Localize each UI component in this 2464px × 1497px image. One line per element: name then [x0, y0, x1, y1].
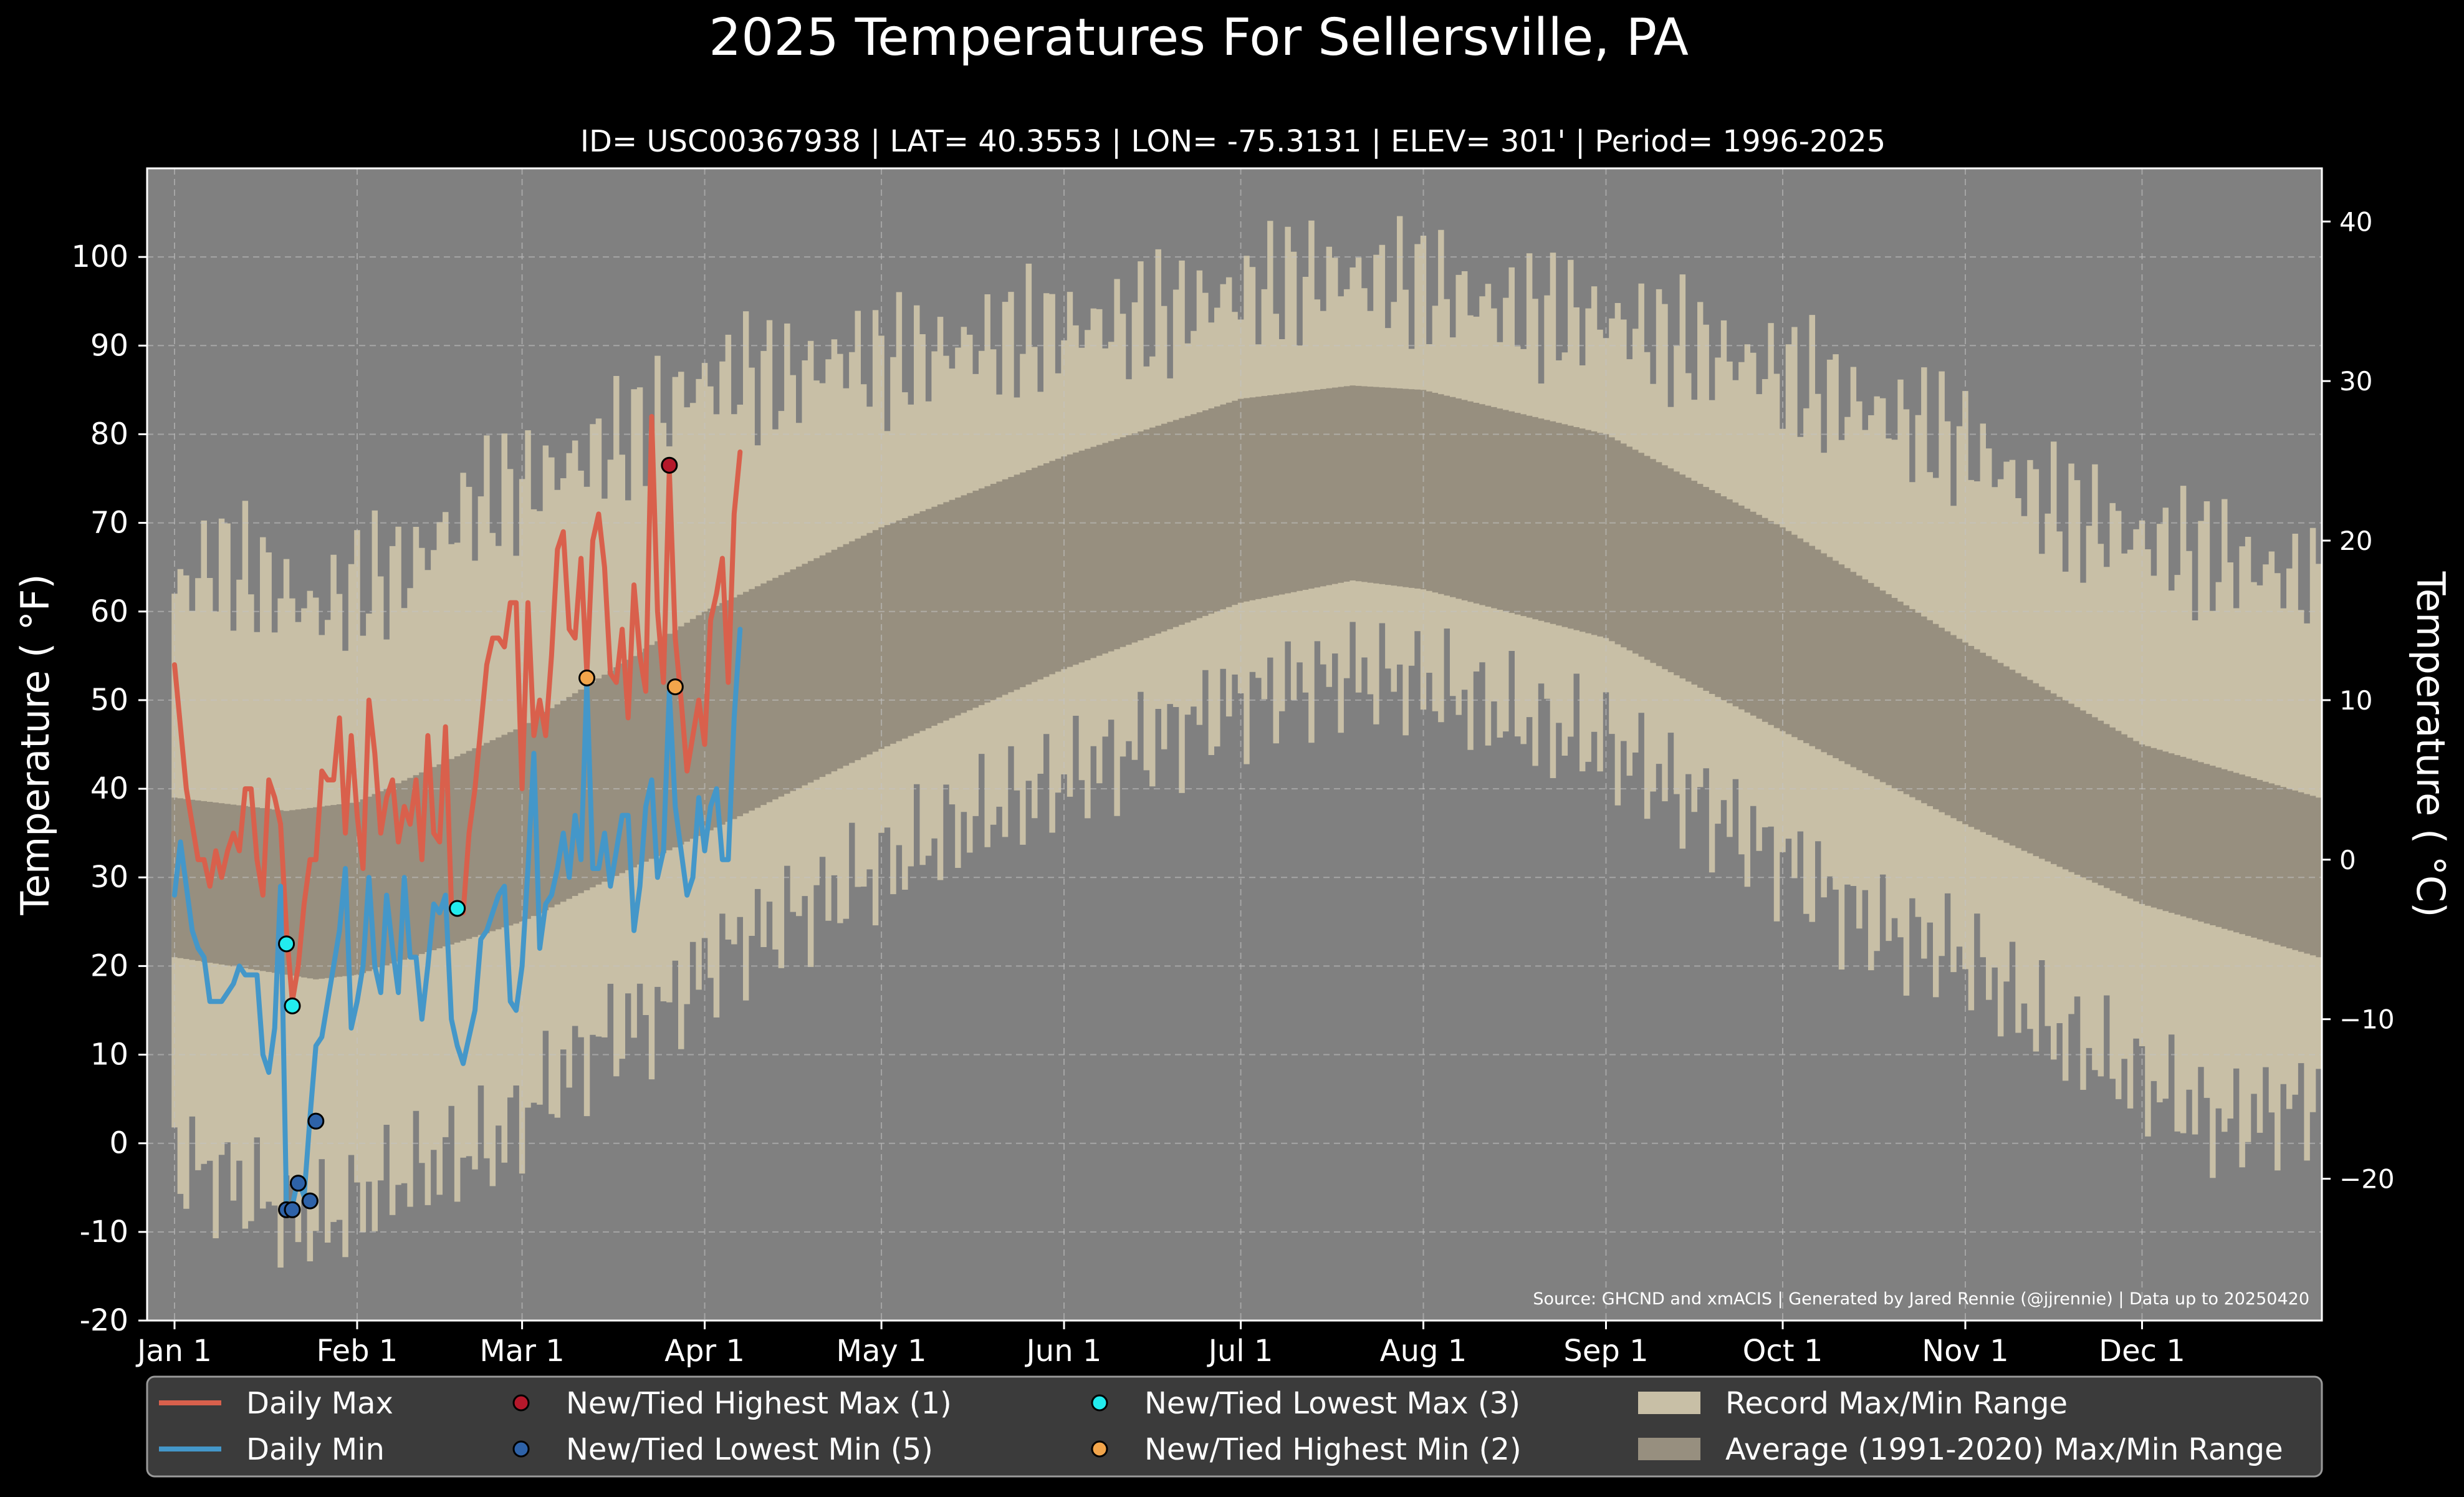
legend-label: Average (1991-2020) Max/Min Range — [1725, 1432, 2283, 1467]
y-tick-label: -10 — [80, 1215, 128, 1249]
marker-lowest-max — [278, 935, 295, 953]
legend-item: Record Max/Min Range — [1638, 1386, 2068, 1421]
y-tick-label: 20 — [90, 948, 128, 983]
average-range-band — [171, 385, 2322, 980]
y-tick-label-right: 40 — [2339, 206, 2372, 237]
x-tick-label: Jun 1 — [1025, 1334, 1102, 1369]
x-tick-label: Feb 1 — [317, 1334, 398, 1369]
y-tick-label: 40 — [90, 771, 128, 806]
y-axis-label-right: Temperature ( °C) — [2408, 571, 2453, 918]
marker-highest-min — [578, 669, 596, 686]
y-tick-label: 70 — [90, 506, 128, 541]
plot-frame — [146, 167, 2323, 1322]
x-tick-label: Sep 1 — [1563, 1334, 1648, 1369]
x-tick-label: Jul 1 — [1207, 1334, 1273, 1369]
source-note: Source: GHCND and xmACIS | Generated by … — [1533, 1289, 2309, 1309]
y-axis-right: −20 −10 0 10 20 30 40 — [2322, 206, 2395, 1195]
marker-highest-max — [661, 456, 678, 474]
x-tick-label: Oct 1 — [1743, 1334, 1823, 1369]
y-tick-label-right: −20 — [2339, 1164, 2395, 1195]
x-tick-label: Nov 1 — [1922, 1334, 2008, 1369]
x-tick-label: Mar 1 — [479, 1334, 564, 1369]
legend-item: Daily Min — [159, 1432, 385, 1467]
y-tick-label: 0 — [109, 1126, 128, 1161]
legend-item: New/Tied Lowest Min (5) — [512, 1432, 933, 1467]
legend-label: New/Tied Lowest Min (5) — [566, 1432, 933, 1467]
legend-item: New/Tied Highest Min (2) — [1091, 1432, 1522, 1467]
chart-subtitle: ID= USC00367938 | LAT= 40.3553 | LON= -7… — [580, 124, 1886, 159]
y-tick-label: 30 — [90, 860, 128, 895]
y-tick-label: 60 — [90, 594, 128, 629]
y-tick-label: 10 — [90, 1037, 128, 1072]
marker-lowest-min — [289, 1175, 307, 1192]
legend-swatch-marker — [512, 1440, 530, 1458]
legend-item: New/Tied Highest Max (1) — [512, 1386, 952, 1421]
x-tick-label: Jan 1 — [135, 1334, 212, 1369]
legend-label: New/Tied Highest Min (2) — [1144, 1432, 1522, 1467]
x-tick-label: Dec 1 — [2099, 1334, 2185, 1369]
daily-min-line — [172, 627, 743, 1208]
y-tick-label: -20 — [80, 1303, 128, 1338]
record-range-band — [171, 216, 2322, 1268]
legend-box — [146, 1375, 2323, 1478]
y-axis-label-left: Temperature ( °F) — [12, 574, 58, 915]
y-tick-label: 100 — [71, 239, 128, 274]
legend-label: Record Max/Min Range — [1725, 1386, 2068, 1421]
marker-lowest-max — [284, 997, 301, 1014]
legend: Daily Max Daily Min New/Tied Highest Max (… — [146, 1375, 2323, 1478]
legend-item: New/Tied Lowest Max (3) — [1091, 1386, 1520, 1421]
legend-swatch-patch — [1638, 1438, 1700, 1460]
x-tick-label: May 1 — [837, 1334, 927, 1369]
legend-item: Daily Max — [159, 1386, 393, 1421]
legend-label: Daily Min — [246, 1432, 385, 1467]
legend-swatch-patch — [1638, 1392, 1700, 1414]
x-tick-label: Aug 1 — [1380, 1334, 1467, 1369]
legend-swatch-marker — [1091, 1440, 1108, 1458]
x-axis: Jan 1 Feb 1 Mar 1 Apr 1 May 1 Jun 1 Jul 1 Aug 1… — [135, 1321, 2185, 1369]
y-tick-label-right: 20 — [2339, 526, 2372, 556]
y-tick-label-right: 30 — [2339, 366, 2372, 397]
chart-title: 2025 Temperatures For Sellersville, PA — [709, 8, 1689, 67]
y-tick-label-right: −10 — [2339, 1004, 2395, 1035]
y-axis-left: -20 -10 0 10 20 30 40 50 60 70 80 90 100 — [71, 239, 147, 1338]
legend-swatch-marker — [1091, 1394, 1108, 1412]
y-tick-label: 90 — [90, 328, 128, 363]
marker-lowest-min — [284, 1201, 301, 1218]
legend-label: Daily Max — [246, 1386, 393, 1421]
legend-label: New/Tied Highest Max (1) — [566, 1386, 952, 1421]
legend-swatch-marker — [512, 1394, 530, 1412]
y-tick-label: 50 — [90, 683, 128, 718]
marker-highest-min — [666, 678, 684, 696]
legend-item: Average (1991-2020) Max/Min Range — [1638, 1432, 2283, 1467]
y-tick-label: 80 — [90, 416, 128, 451]
marker-lowest-max — [449, 900, 466, 917]
y-tick-label-right: 0 — [2339, 845, 2356, 875]
marker-lowest-min — [307, 1112, 325, 1130]
y-tick-label-right: 10 — [2339, 685, 2372, 716]
x-tick-label: Apr 1 — [664, 1334, 745, 1369]
marker-lowest-min — [301, 1192, 319, 1210]
legend-label: New/Tied Lowest Max (3) — [1144, 1386, 1520, 1421]
grid — [147, 168, 2322, 1321]
